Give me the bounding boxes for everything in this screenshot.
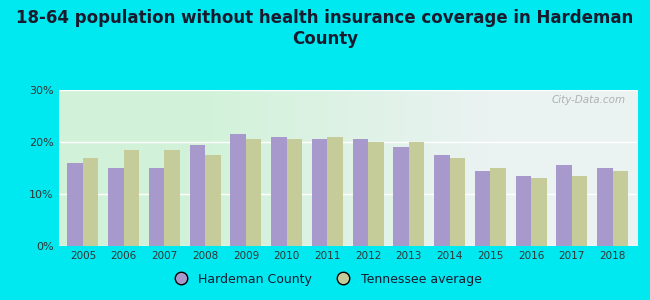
Bar xyxy=(83,158,98,246)
Bar xyxy=(475,171,490,246)
Bar xyxy=(108,168,124,246)
Bar xyxy=(531,178,547,246)
Bar xyxy=(490,168,506,246)
Text: 18-64 population without health insurance coverage in Hardeman
County: 18-64 population without health insuranc… xyxy=(16,9,634,48)
Bar xyxy=(450,158,465,246)
Bar xyxy=(287,140,302,246)
Legend: Hardeman County, Tennessee average: Hardeman County, Tennessee average xyxy=(163,268,487,291)
Bar xyxy=(612,171,628,246)
Bar xyxy=(190,145,205,246)
Bar xyxy=(434,155,450,246)
Bar xyxy=(409,142,424,246)
Bar xyxy=(393,147,409,246)
Bar xyxy=(205,155,220,246)
Bar xyxy=(353,140,368,246)
Bar xyxy=(271,137,287,246)
Bar xyxy=(312,140,328,246)
Bar xyxy=(556,165,572,246)
Bar xyxy=(230,134,246,246)
Bar xyxy=(597,168,612,246)
Bar xyxy=(572,176,588,246)
Bar xyxy=(328,137,343,246)
Bar xyxy=(515,176,531,246)
Bar xyxy=(164,150,180,246)
Bar xyxy=(149,168,164,246)
Bar xyxy=(68,163,83,246)
Bar xyxy=(124,150,139,246)
Text: City-Data.com: City-Data.com xyxy=(551,95,625,105)
Bar xyxy=(246,140,261,246)
Bar xyxy=(368,142,384,246)
